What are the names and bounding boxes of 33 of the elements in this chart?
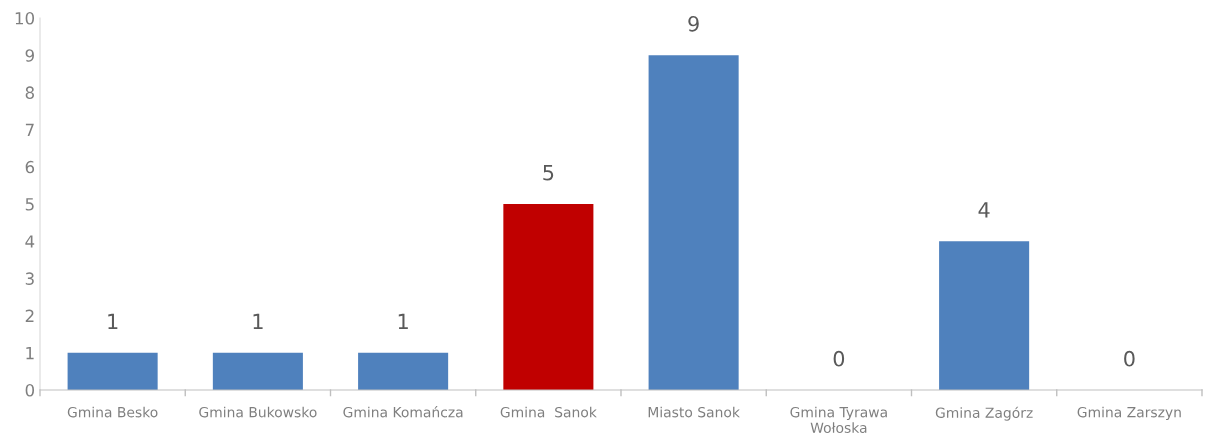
bar: [939, 241, 1030, 390]
y-tick-label: 2: [25, 309, 34, 322]
x-tick-label: Gmina Zarszyn: [1077, 406, 1181, 421]
y-tick-label: 4: [25, 235, 35, 248]
y-tick-label: 9: [25, 49, 34, 62]
x-tick-label: Miasto Sanok: [648, 406, 740, 418]
x-tick-label: Gmina Zagórz: [935, 406, 1033, 421]
bar: [503, 204, 594, 390]
x-tick-label: Gmina Bukowsko: [199, 406, 317, 418]
y-tick-label: 7: [25, 123, 34, 136]
y-tick-label: 5: [25, 198, 34, 211]
y-tick-label: 0: [25, 383, 35, 397]
y-tick-label: 10: [15, 11, 35, 25]
y-tick-label: 1: [26, 346, 34, 360]
bar: [212, 352, 303, 390]
data-label: 0: [833, 350, 845, 367]
x-tick-label: Gmina Komańcza: [343, 406, 463, 418]
data-label: 1: [253, 313, 263, 330]
data-label: 4: [978, 202, 990, 218]
data-label: 1: [108, 313, 118, 330]
bar: [358, 352, 449, 390]
bar: [648, 55, 739, 390]
y-tick-label: 3: [25, 272, 34, 285]
x-tick-label: Gmina Besko: [67, 406, 158, 418]
x-tick-label: Gmina Tyrawa Wołoska: [790, 406, 887, 433]
data-label: 0: [1124, 350, 1135, 367]
y-tick-label: 8: [25, 86, 34, 99]
data-label: 1: [398, 313, 408, 330]
y-tick-label: 6: [25, 160, 35, 174]
data-label: 9: [688, 15, 699, 32]
data-label: 5: [543, 165, 554, 181]
bar: [67, 352, 158, 390]
x-tick-label: Gmina Sanok: [500, 406, 597, 418]
